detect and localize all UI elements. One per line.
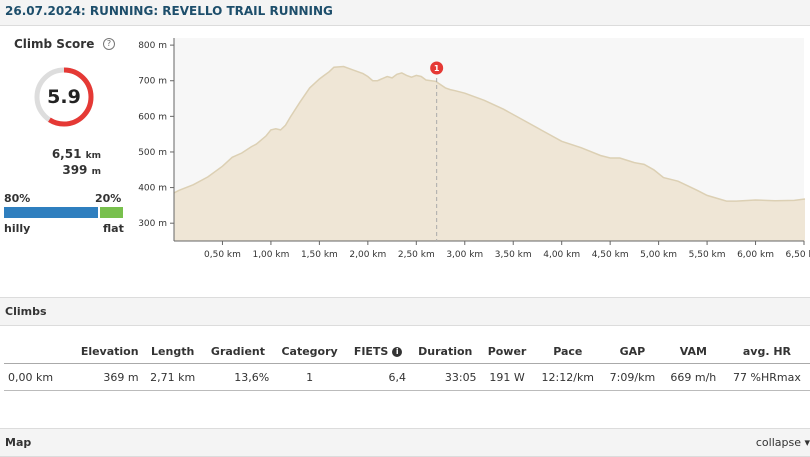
y-tick-label: 800 m: [138, 41, 167, 51]
total-distance-value: 6,51: [51, 147, 82, 161]
map-header: Map: [5, 436, 32, 449]
x-tick-label: 6,00 km: [737, 250, 774, 260]
info-icon[interactable]: i: [392, 346, 403, 357]
cell-gap: 7:09/km: [602, 363, 663, 391]
x-tick-label: 3,50 km: [495, 250, 532, 260]
map-section-header: Map collapse ▾: [0, 428, 810, 457]
x-tick-label: 1,50 km: [301, 250, 338, 260]
flat-bar: [100, 207, 123, 218]
col-power: Power: [480, 339, 534, 364]
total-elevation: 399 m: [0, 163, 101, 177]
cell-elevation: 369 m: [68, 363, 143, 391]
x-tick-label: 5,50 km: [689, 250, 726, 260]
x-tick-label: 4,50 km: [592, 250, 629, 260]
climb-score-value: 5.9: [47, 86, 81, 108]
x-tick-label: 4,00 km: [543, 250, 580, 260]
flat-percent: 20%: [95, 192, 122, 205]
activity-title-bar: 26.07.2024: RUNNING: REVELLO TRAIL RUNNI…: [0, 0, 810, 26]
x-tick-label: 3,00 km: [446, 250, 483, 260]
total-elevation-value: 399: [62, 163, 88, 177]
hilly-percent: 80%: [4, 192, 31, 205]
y-tick-label: 400 m: [138, 184, 167, 194]
col-vam: VAM: [662, 339, 724, 364]
activity-title: 26.07.2024: RUNNING: REVELLO TRAIL RUNNI…: [5, 4, 333, 18]
total-elevation-unit: m: [91, 167, 101, 177]
total-distance: 6,51 km: [0, 147, 101, 161]
climb-score-panel: Climb Score ? 5.9 6,51 km 399 m 80% 20% …: [0, 26, 135, 296]
climbs-header: Climbs: [5, 305, 47, 318]
x-tick-label: 1,00 km: [252, 250, 289, 260]
collapse-button[interactable]: collapse ▾: [755, 436, 810, 449]
col-start: [4, 339, 68, 364]
hilly-label: hilly: [4, 222, 31, 235]
col-elevation: Elevation: [68, 339, 143, 364]
col-fiets-label: FIETS: [353, 344, 389, 358]
y-tick-label: 600 m: [138, 112, 167, 122]
cell-pace: 12:12/km: [533, 363, 603, 391]
hilly-bar: [4, 207, 98, 218]
cell-fiets: 6,4: [346, 363, 410, 391]
col-duration: Duration: [409, 339, 481, 364]
col-pace: Pace: [533, 339, 603, 364]
cell-power: 191 W: [480, 363, 534, 391]
cell-vam: 669 m/h: [662, 363, 724, 391]
x-tick-label: 5,00 km: [640, 250, 677, 260]
cell-length: 2,71 km: [142, 363, 203, 391]
x-tick-label: 2,50 km: [398, 250, 435, 260]
climb-score-label: Climb Score: [14, 37, 95, 51]
climb-marker[interactable]: [430, 61, 444, 75]
col-category: Category: [273, 339, 347, 364]
cell-avg-hr: 77 %HRmax: [723, 363, 810, 391]
x-tick-label: 2,00 km: [349, 250, 386, 260]
y-tick-label: 300 m: [138, 219, 167, 229]
total-distance-unit: km: [85, 151, 101, 161]
cell-category: 1: [273, 363, 347, 391]
help-icon[interactable]: ?: [103, 38, 115, 50]
col-gap: GAP: [602, 339, 663, 364]
climb-score-gauge: [34, 67, 94, 127]
climbs-table: Elevation Length Gradient Category FIETS…: [4, 339, 810, 391]
y-tick-label: 700 m: [138, 77, 167, 87]
col-gradient: Gradient: [202, 339, 274, 364]
col-avg-hr: avg. HR: [723, 339, 810, 364]
y-tick-label: 500 m: [138, 148, 167, 158]
x-tick-label: 6,50 km: [786, 250, 810, 260]
climb-marker-label: 1: [434, 64, 440, 73]
elevation-line: [173, 65, 806, 202]
table-row[interactable]: 0,00 km 369 m 2,71 km 13,6% 1 6,4 33:05 …: [4, 363, 810, 391]
cell-duration: 33:05: [409, 363, 481, 391]
x-tick-label: 0,50 km: [204, 250, 241, 260]
col-length: Length: [142, 339, 203, 364]
cell-start: 0,00 km: [4, 363, 68, 391]
elevation-area: [174, 66, 805, 241]
flat-label: flat: [103, 222, 124, 235]
cell-gradient: 13,6%: [202, 363, 274, 391]
climbs-header-row: Elevation Length Gradient Category FIETS…: [4, 339, 810, 364]
elevation-chart[interactable]: 300 m 400 m 500 m 600 m 700 m 800 m 0,50 km 1,0…: [136, 30, 810, 266]
climbs-section-header: Climbs: [0, 297, 810, 326]
col-fiets: FIETS i: [346, 339, 410, 364]
